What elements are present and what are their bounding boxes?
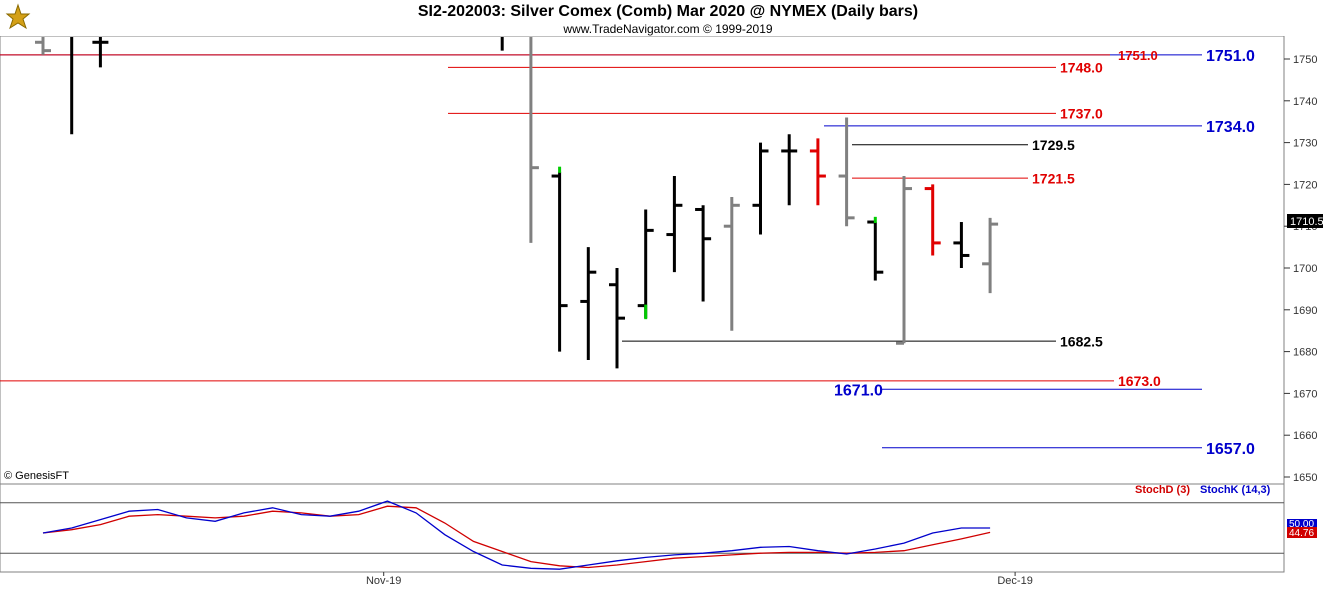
ohlc-bar-19 [551, 171, 568, 352]
stoch-panel [0, 483, 1285, 573]
y-tick-label: 1720 [1293, 179, 1317, 191]
level-label-3: 1737.0 [1060, 106, 1103, 122]
levels-layer: 1751.0 1751.0 1748.0 1737.0 1734.0 1729.5 1721… [0, 48, 1255, 458]
y-tick-label: 1670 [1293, 388, 1317, 400]
chart-subtitle: www.TradeNavigator.com © 1999-2019 [563, 22, 773, 36]
legend-stoch-k: StochK (14,3) [1200, 484, 1271, 496]
level-label-1: 1751.0 [1118, 48, 1158, 63]
chart-title: SI2-202003: Silver Comex (Comb) Mar 2020… [417, 3, 919, 20]
watermark: © GenesisFT [4, 470, 69, 482]
level-label-10: 1657.0 [1206, 441, 1255, 458]
y-tick-label: 1740 [1293, 96, 1317, 108]
last-price-label: 1710.5 [1290, 216, 1324, 228]
level-label-2: 1748.0 [1060, 60, 1103, 76]
stoch-layer [0, 500, 1284, 570]
y-tick-label: 1680 [1293, 347, 1317, 359]
x-label-1: Dec-19 [997, 575, 1032, 587]
level-label-4: 1734.0 [1206, 119, 1255, 136]
stoch-line-1 [42, 500, 991, 570]
last-price-box [1287, 214, 1323, 228]
stoch-k-value: 50.00 [1289, 519, 1314, 530]
y-tick-label: 1750 [1293, 54, 1317, 66]
price-panel [0, 35, 1285, 486]
y-tick-label: 1650 [1293, 472, 1317, 484]
ohlc-bar-32 [924, 184, 941, 256]
y-tick-label: 1660 [1293, 430, 1317, 442]
price-axis [1284, 36, 1336, 591]
level-label-0: 1751.0 [1206, 48, 1255, 65]
ohlc-bar-34 [982, 217, 999, 294]
y-ticks: 1650166016701680169017001710172017301740… [1284, 54, 1317, 484]
y-tick-label: 1690 [1293, 305, 1317, 317]
y-tick-label: 1700 [1293, 263, 1317, 275]
ohlc-bar-31 [896, 176, 912, 345]
ohlc-bar-21 [609, 268, 625, 369]
level-label-7: 1682.5 [1060, 333, 1103, 349]
stoch-d-value: 44.76 [1289, 528, 1314, 539]
x-labels: Nov-19 Dec-19 [366, 572, 1033, 587]
ohlc-bar-27 [781, 134, 798, 206]
date-axis [0, 572, 1284, 591]
bars-layer [35, 37, 999, 369]
legend-stoch-d: StochD (3) [1135, 484, 1190, 496]
level-label-9: 1671.0 [834, 382, 883, 399]
ohlc-bar-18 [529, 37, 539, 243]
y-tick-label: 1730 [1293, 138, 1317, 150]
ohlc-bar-1 [35, 37, 51, 55]
ohlc-bar-24 [695, 205, 712, 302]
level-label-8: 1673.0 [1118, 373, 1161, 389]
chart-header: SI2-202003: Silver Comex (Comb) Mar 2020… [0, 0, 1336, 36]
x-label-0: Nov-19 [366, 575, 401, 587]
stoch-d-value-box [1287, 527, 1317, 538]
ohlc-bar-28 [809, 138, 826, 206]
level-label-5: 1729.5 [1032, 137, 1075, 153]
ohlc-bar-20 [580, 247, 597, 360]
ohlc-bar-33 [953, 222, 970, 268]
stoch-k-value-box [1287, 519, 1317, 529]
ohlc-bar-23 [666, 176, 683, 273]
ohlc-bar-3 [92, 37, 109, 68]
level-label-6: 1721.5 [1032, 170, 1075, 186]
trade-navigator-logo-icon [4, 2, 32, 32]
ohlc-bar-29 [838, 117, 855, 227]
ohlc-bar-25 [723, 196, 740, 331]
ohlc-bar-26 [752, 142, 769, 235]
